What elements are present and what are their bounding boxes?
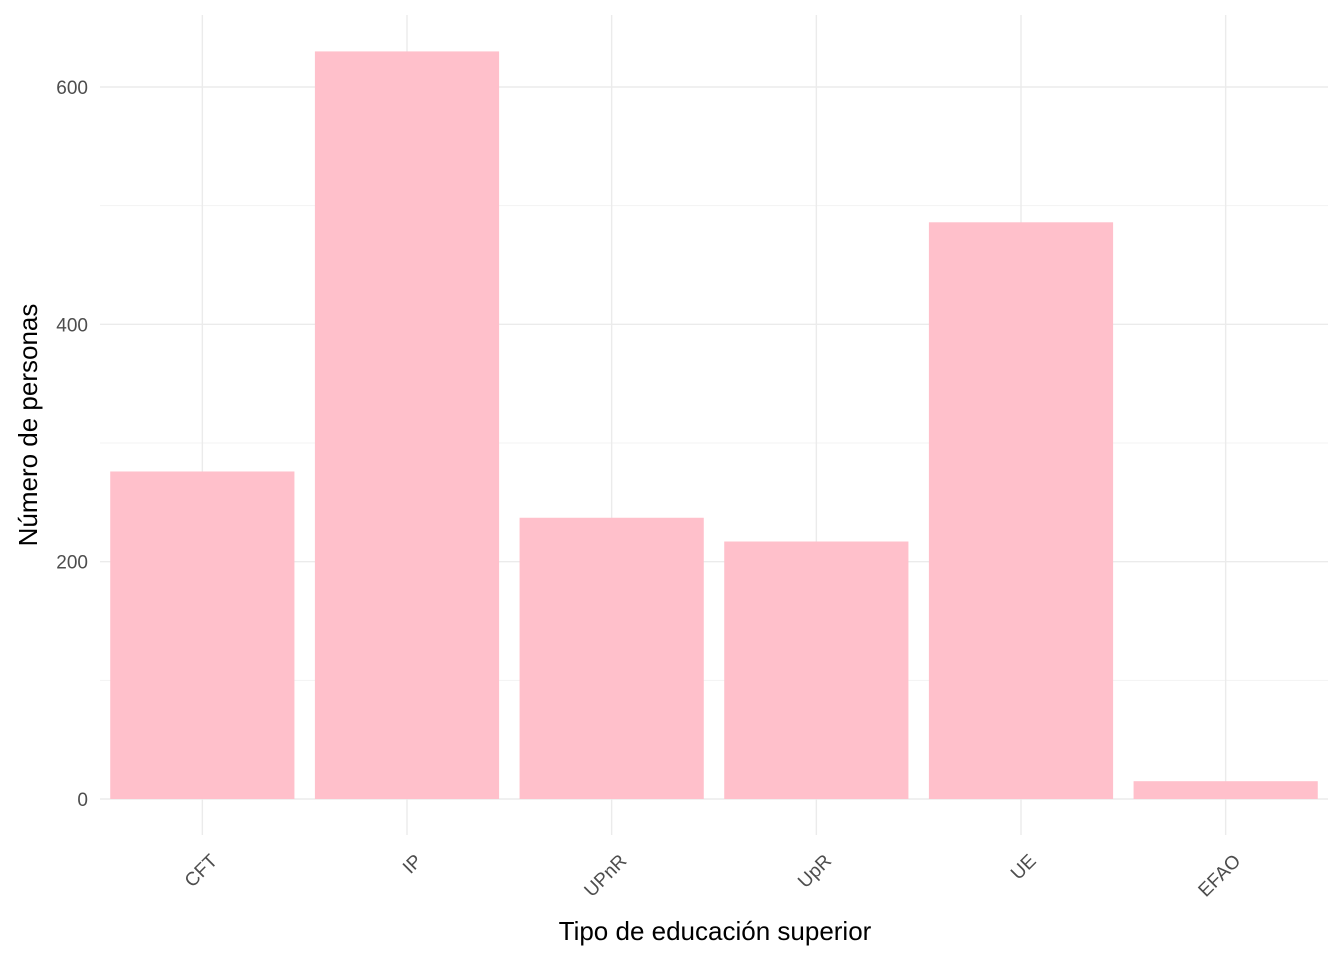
minor-gridlines bbox=[100, 205, 1328, 681]
bar bbox=[314, 51, 500, 799]
bar bbox=[928, 222, 1114, 799]
x-axis-title: Tipo de educación superior bbox=[559, 916, 872, 946]
y-tick-label: 400 bbox=[56, 315, 88, 336]
x-tick-label: IP bbox=[399, 851, 427, 879]
bar bbox=[724, 541, 909, 799]
y-axis-title: Número de personas bbox=[13, 304, 43, 547]
x-tick-label: CFT bbox=[181, 850, 222, 891]
bar bbox=[1133, 781, 1318, 799]
x-tick-label: UpR bbox=[794, 851, 836, 893]
y-axis-tick-labels: 0 200 400 600 bbox=[56, 78, 88, 811]
x-tick-label: EFAO bbox=[1195, 851, 1246, 902]
bar bbox=[110, 471, 295, 799]
bars bbox=[110, 51, 1318, 799]
x-tick-label: UE bbox=[1007, 851, 1041, 885]
y-tick-label: 0 bbox=[77, 790, 88, 811]
bar bbox=[519, 517, 704, 799]
y-tick-label: 600 bbox=[56, 78, 88, 99]
y-tick-label: 200 bbox=[56, 553, 88, 574]
x-axis-tick-labels: CFT IP UPnR UpR UE EFAO bbox=[181, 850, 1245, 901]
x-tick-label: UPnR bbox=[581, 851, 632, 902]
